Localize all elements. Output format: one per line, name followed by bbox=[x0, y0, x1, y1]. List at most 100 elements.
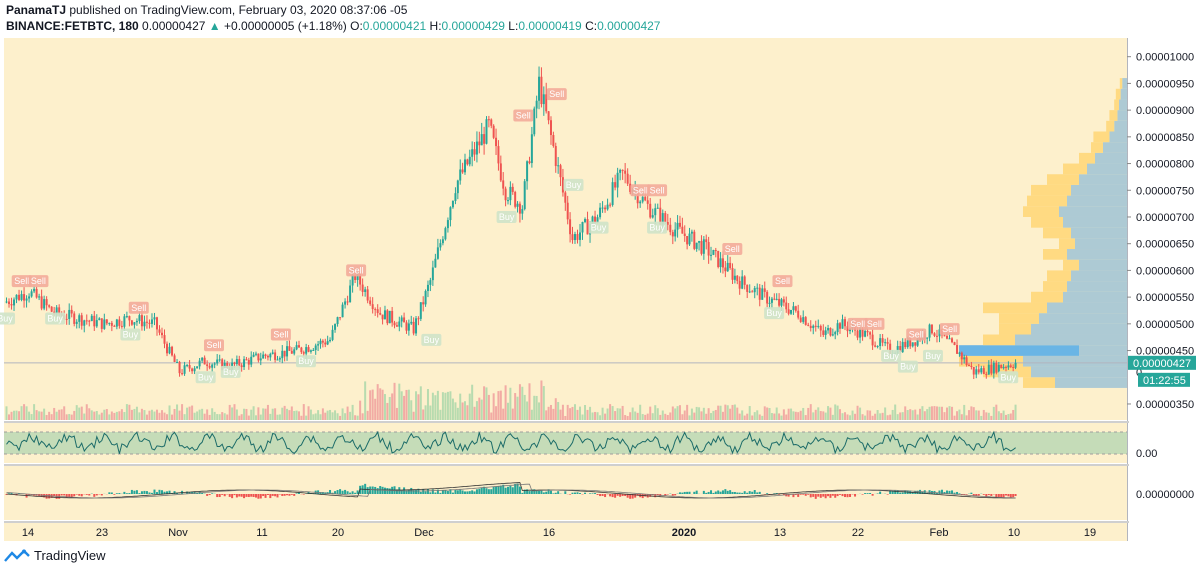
volume-bar bbox=[904, 406, 907, 420]
macd-histogram-bar bbox=[407, 489, 410, 494]
volume-bar bbox=[960, 414, 963, 420]
macd-histogram-bar bbox=[5, 494, 8, 495]
signal-buy-label: Buy bbox=[499, 212, 515, 222]
volume-profile-down bbox=[983, 302, 1047, 314]
signal-sell-bg bbox=[722, 243, 743, 256]
candle-body bbox=[23, 294, 26, 301]
macd-histogram-bar bbox=[221, 494, 224, 495]
candle-body bbox=[351, 274, 354, 286]
volume-bar bbox=[226, 414, 229, 420]
volume-bar bbox=[446, 391, 449, 420]
macd-histogram-bar bbox=[894, 490, 897, 494]
candle-body bbox=[168, 346, 171, 354]
macd-histogram-bar bbox=[710, 490, 713, 494]
volume-bar bbox=[158, 412, 161, 420]
candle-body bbox=[729, 262, 732, 269]
signal-buy-label: Buy bbox=[223, 367, 239, 377]
macd-histogram-bar bbox=[78, 494, 81, 496]
volume-profile-up bbox=[1063, 216, 1127, 228]
tradingview-logo-icon bbox=[4, 548, 30, 562]
signal-sell-bg bbox=[939, 323, 960, 336]
volume-bar bbox=[90, 410, 93, 420]
volume-bar bbox=[736, 407, 739, 420]
candle-body bbox=[738, 280, 741, 289]
candle-body bbox=[953, 342, 956, 346]
macd-histogram-bar bbox=[726, 490, 729, 494]
macd-histogram-bar bbox=[492, 486, 495, 494]
candle-body bbox=[768, 302, 771, 304]
volume-bar bbox=[530, 409, 533, 420]
volume-bar bbox=[641, 414, 644, 420]
volume-profile-down bbox=[1106, 120, 1115, 132]
volume-bar bbox=[611, 406, 614, 420]
volume-profile-down bbox=[999, 323, 1031, 335]
volume-bar bbox=[376, 384, 379, 420]
volume-bar bbox=[963, 404, 966, 420]
volume-bar bbox=[785, 414, 788, 420]
volume-profile-down bbox=[1063, 259, 1079, 271]
macd-histogram-bar bbox=[649, 494, 652, 497]
macd-histogram-bar bbox=[951, 490, 954, 494]
volume-bar bbox=[831, 414, 834, 420]
macd-histogram-bar bbox=[70, 494, 73, 498]
candle-body bbox=[916, 338, 919, 346]
volume-bar bbox=[928, 406, 931, 420]
candle-body bbox=[504, 188, 507, 201]
footer-brand[interactable]: TradingView bbox=[4, 548, 106, 563]
volume-bar bbox=[631, 407, 634, 420]
volume-bar bbox=[975, 410, 978, 420]
volume-profile-down bbox=[1047, 174, 1079, 185]
volume-bar bbox=[125, 404, 128, 420]
candle-body bbox=[549, 120, 552, 136]
publish-date: published on TradingView.com, February 0… bbox=[69, 3, 408, 17]
candle-body bbox=[1007, 365, 1010, 368]
macd-histogram-bar bbox=[344, 489, 347, 494]
signal-buy-bg bbox=[588, 221, 609, 234]
volume-bar bbox=[1005, 414, 1008, 420]
pane-separator bbox=[4, 521, 1129, 523]
signal-sell-bg bbox=[630, 184, 651, 197]
volume-bar bbox=[321, 408, 324, 420]
volume-bar bbox=[926, 409, 929, 420]
volume-bar bbox=[948, 406, 951, 420]
volume-bar bbox=[444, 392, 447, 420]
candle-body bbox=[85, 320, 88, 322]
volume-bar bbox=[889, 414, 892, 420]
volume-bar bbox=[221, 412, 224, 420]
candle-body bbox=[731, 268, 734, 280]
macd-histogram-bar bbox=[975, 494, 978, 496]
volume-bar bbox=[398, 383, 401, 420]
volume-profile-up bbox=[1071, 270, 1127, 282]
candle-body bbox=[75, 321, 78, 324]
volume-profile-down bbox=[1114, 99, 1119, 111]
volume-bar bbox=[856, 405, 859, 420]
candle-body bbox=[1014, 362, 1017, 368]
macd-histogram-bar bbox=[751, 491, 754, 494]
volume-bar bbox=[569, 408, 572, 420]
volume-bar bbox=[410, 400, 413, 420]
volume-profile-down bbox=[1059, 238, 1075, 250]
macd-histogram-bar bbox=[218, 494, 221, 498]
volume-bar bbox=[133, 408, 136, 420]
candle-body bbox=[319, 340, 322, 345]
candle-body bbox=[859, 328, 862, 338]
volume-bar bbox=[317, 410, 320, 420]
candle-body bbox=[516, 203, 519, 207]
volume-bar bbox=[312, 414, 315, 420]
candle-body bbox=[985, 374, 988, 376]
volume-profile-up bbox=[1117, 110, 1127, 121]
macd-histogram-bar bbox=[953, 492, 956, 494]
signal-buy-label: Buy bbox=[649, 223, 665, 233]
volume-bar bbox=[83, 413, 86, 420]
candle-body bbox=[960, 352, 963, 360]
author-name[interactable]: PanamaTJ bbox=[6, 3, 67, 17]
macd-histogram-bar bbox=[787, 494, 790, 497]
macd-histogram-bar bbox=[346, 491, 349, 494]
volume-bar bbox=[700, 411, 703, 420]
symbol-label[interactable]: BINANCE:FETBTC, 180 bbox=[6, 19, 139, 33]
volume-profile-up bbox=[1119, 99, 1127, 111]
macd-histogram-bar bbox=[891, 491, 894, 494]
macd-histogram-bar bbox=[441, 490, 444, 494]
candle-body bbox=[573, 234, 576, 241]
